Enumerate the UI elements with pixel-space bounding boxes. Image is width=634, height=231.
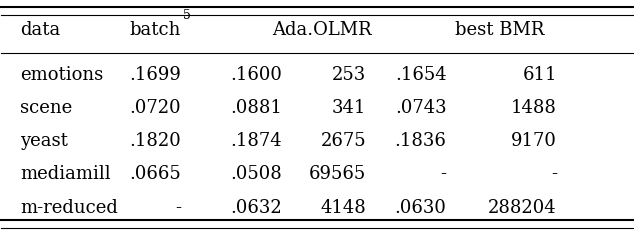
Text: .1600: .1600 — [230, 65, 282, 83]
Text: 9170: 9170 — [511, 132, 557, 149]
Text: best BMR: best BMR — [455, 21, 545, 39]
Text: .1654: .1654 — [395, 65, 446, 83]
Text: .1820: .1820 — [129, 132, 181, 149]
Text: Ada.OLMR: Ada.OLMR — [272, 21, 372, 39]
Text: 1488: 1488 — [511, 99, 557, 116]
Text: 5: 5 — [183, 9, 190, 21]
Text: 4148: 4148 — [320, 198, 366, 216]
Text: .1836: .1836 — [394, 132, 446, 149]
Text: 69565: 69565 — [309, 165, 366, 183]
Text: .0508: .0508 — [231, 165, 282, 183]
Text: .1699: .1699 — [129, 65, 181, 83]
Text: .0743: .0743 — [395, 99, 446, 116]
Text: .0665: .0665 — [129, 165, 181, 183]
Text: scene: scene — [20, 99, 72, 116]
Text: -: - — [175, 198, 181, 216]
Text: .0632: .0632 — [231, 198, 282, 216]
Text: m-reduced: m-reduced — [20, 198, 118, 216]
Text: 2675: 2675 — [321, 132, 366, 149]
Text: -: - — [551, 165, 557, 183]
Text: mediamill: mediamill — [20, 165, 111, 183]
Text: data: data — [20, 21, 61, 39]
Text: batch: batch — [130, 21, 181, 39]
Text: 341: 341 — [332, 99, 366, 116]
Text: .0630: .0630 — [394, 198, 446, 216]
Text: 253: 253 — [332, 65, 366, 83]
Text: .0720: .0720 — [130, 99, 181, 116]
Text: 611: 611 — [522, 65, 557, 83]
Text: 288204: 288204 — [488, 198, 557, 216]
Text: .0881: .0881 — [230, 99, 282, 116]
Text: emotions: emotions — [20, 65, 103, 83]
Text: yeast: yeast — [20, 132, 68, 149]
Text: .1874: .1874 — [231, 132, 282, 149]
Text: -: - — [441, 165, 446, 183]
